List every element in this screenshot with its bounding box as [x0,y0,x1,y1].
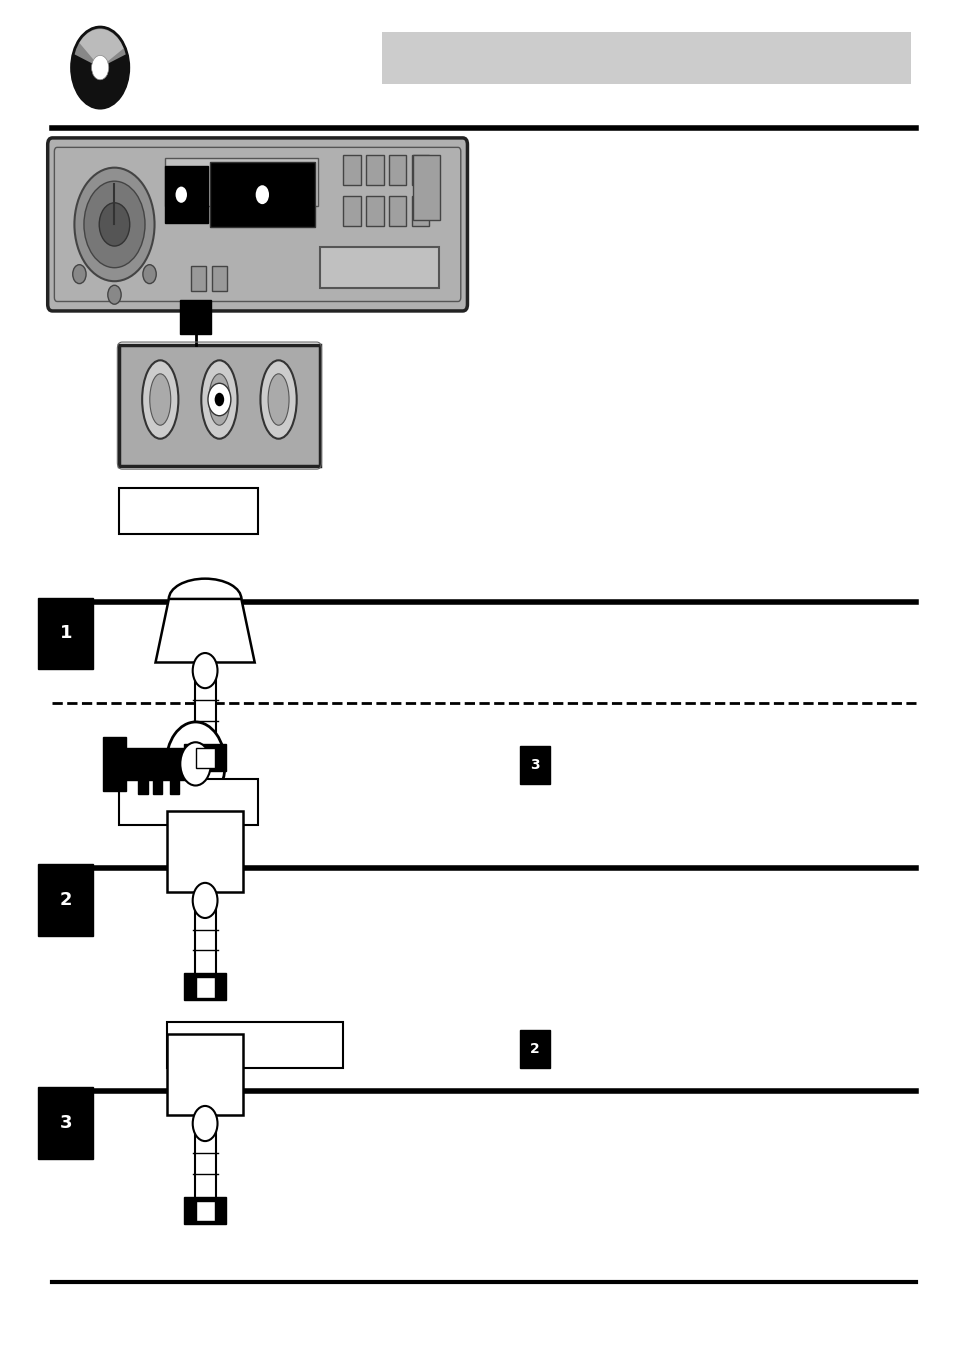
Ellipse shape [268,373,289,425]
FancyBboxPatch shape [124,748,195,780]
FancyBboxPatch shape [152,777,162,794]
FancyBboxPatch shape [170,777,179,794]
Ellipse shape [209,373,230,425]
FancyBboxPatch shape [138,777,148,794]
FancyBboxPatch shape [191,266,206,291]
Circle shape [143,265,156,284]
Polygon shape [194,668,215,748]
FancyBboxPatch shape [119,488,257,534]
Circle shape [193,1106,217,1141]
Ellipse shape [150,373,171,425]
FancyBboxPatch shape [165,166,208,223]
Text: 1: 1 [59,625,72,642]
FancyBboxPatch shape [184,1197,226,1224]
FancyBboxPatch shape [38,1087,93,1159]
FancyBboxPatch shape [389,155,406,185]
FancyBboxPatch shape [119,779,257,825]
FancyBboxPatch shape [366,155,383,185]
Circle shape [193,883,217,918]
Polygon shape [195,748,214,768]
FancyBboxPatch shape [319,247,438,288]
Circle shape [108,285,121,304]
FancyBboxPatch shape [184,744,226,771]
Circle shape [193,653,217,688]
Circle shape [71,27,129,108]
FancyBboxPatch shape [103,737,126,791]
FancyBboxPatch shape [165,158,317,206]
Text: 3: 3 [59,1114,72,1132]
FancyBboxPatch shape [389,196,406,226]
FancyBboxPatch shape [212,266,227,291]
Circle shape [175,187,187,203]
FancyBboxPatch shape [180,300,211,334]
Text: 2: 2 [59,891,72,909]
Circle shape [72,265,86,284]
FancyBboxPatch shape [412,155,429,185]
FancyBboxPatch shape [167,811,243,892]
FancyBboxPatch shape [184,973,226,1000]
Circle shape [84,181,145,268]
Text: 2: 2 [530,1042,539,1056]
Circle shape [74,168,154,281]
Wedge shape [73,28,127,68]
FancyBboxPatch shape [381,32,910,84]
FancyBboxPatch shape [413,155,439,220]
Circle shape [166,722,225,806]
Polygon shape [194,1121,215,1201]
FancyBboxPatch shape [38,864,93,936]
FancyBboxPatch shape [48,138,467,311]
FancyBboxPatch shape [167,1034,243,1115]
Ellipse shape [142,360,178,438]
Polygon shape [194,898,215,977]
Circle shape [99,203,130,246]
FancyBboxPatch shape [210,162,314,227]
FancyBboxPatch shape [119,345,319,466]
Circle shape [180,742,211,786]
Circle shape [91,55,109,80]
Text: 3: 3 [530,758,539,772]
Polygon shape [195,1201,214,1221]
FancyBboxPatch shape [412,196,429,226]
FancyBboxPatch shape [366,196,383,226]
FancyBboxPatch shape [343,196,360,226]
FancyBboxPatch shape [38,598,93,669]
Ellipse shape [201,360,237,438]
Circle shape [214,392,224,406]
Circle shape [255,185,269,204]
Circle shape [208,384,231,416]
Polygon shape [155,599,254,662]
FancyBboxPatch shape [167,1022,343,1068]
Polygon shape [195,977,214,998]
Ellipse shape [260,360,296,438]
FancyBboxPatch shape [519,1030,550,1068]
FancyBboxPatch shape [519,746,550,784]
FancyBboxPatch shape [343,155,360,185]
Wedge shape [79,30,124,68]
